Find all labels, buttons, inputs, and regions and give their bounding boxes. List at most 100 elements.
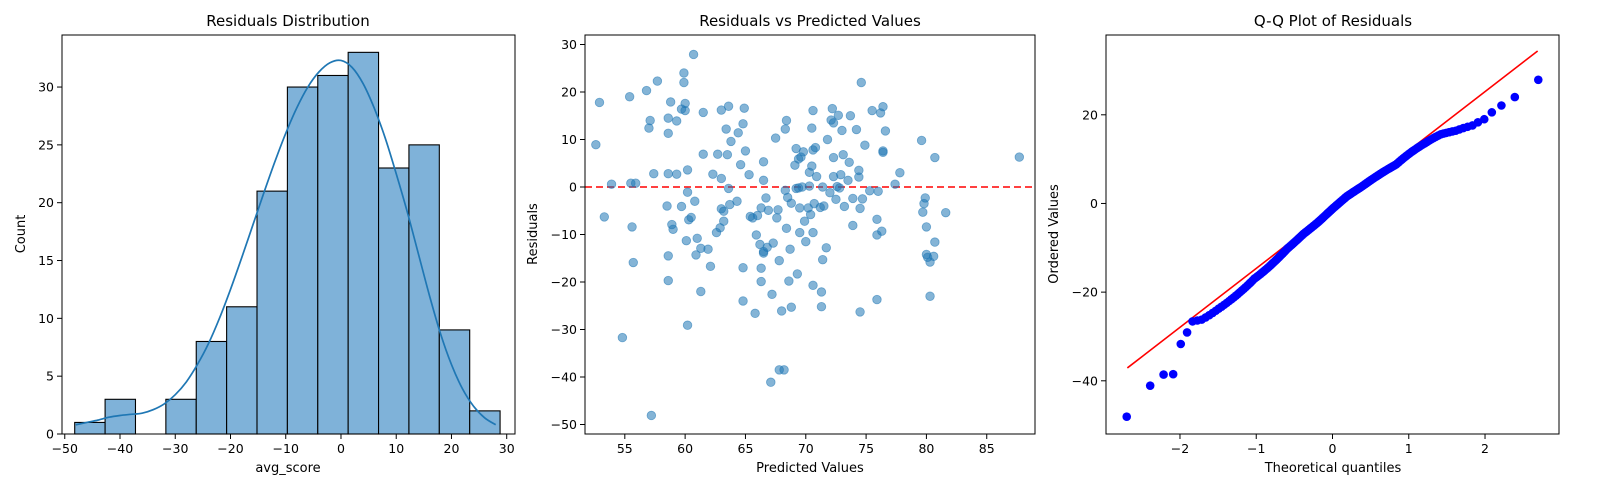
residual-point [606,179,617,189]
qq-point [1487,108,1497,117]
residual-point [854,165,864,176]
residuals-ytick-label: 10 [561,132,577,147]
residual-point [795,227,805,238]
residual-point [873,186,883,196]
residual-point [872,214,882,225]
residual-point [719,216,729,226]
qq-ytick-label: 20 [1082,107,1098,122]
qq-point [1510,92,1520,102]
residual-point [890,179,900,189]
histogram-bar [286,86,319,435]
histogram-bar [256,190,288,435]
residual-point [696,286,706,297]
residual-point [821,243,831,253]
qq-panel: Q-Q Plot of Residuals −2 −1 0 1 2 −40 −20 0 20 T… [1047,12,1560,476]
histogram-bar [226,306,258,435]
residual-point [930,152,940,163]
residual-point [839,201,850,212]
histogram-xtick-label: −40 [107,441,133,456]
residual-points [591,49,1025,421]
residual-point [878,147,888,158]
residual-point [688,49,699,60]
residual-point [758,175,769,186]
residual-point [646,410,657,421]
kde-curve [75,59,497,426]
residual-point [781,223,792,234]
residual-point [848,193,858,204]
residual-point [663,251,673,261]
residual-point [828,118,839,128]
residual-point [786,302,797,312]
residual-point [776,306,787,316]
residual-point [867,105,877,116]
histogram-bar [469,410,501,435]
residual-point [808,280,818,291]
residual-point [1014,152,1025,162]
residual-point [807,123,817,133]
residuals-xtick-label: 55 [617,441,633,456]
residual-point [752,210,763,221]
residual-point [773,205,783,215]
residuals-xtick-label: 65 [738,441,754,456]
residual-point [770,133,781,143]
residual-point [799,216,810,226]
histogram-xtick-label: −30 [162,441,188,456]
residual-point [649,168,659,179]
qq-point [1145,381,1155,390]
histogram-xtick-label: −10 [273,441,299,456]
residual-point [671,169,682,179]
residual-point [767,289,777,300]
residual-point [744,169,754,180]
residual-point [692,233,702,244]
histogram-xlabel: avg_score [255,461,320,476]
histogram-xtick-label: 20 [444,441,460,456]
residual-point [920,193,930,203]
residual-point [682,165,693,175]
qq-ytick-label: −20 [1072,285,1098,300]
residuals-ytick-label: 0 [569,180,577,195]
qq-title: Q-Q Plot of Residuals [1254,12,1412,30]
histogram-ytick-label: 5 [46,369,54,384]
qq-point [1168,369,1178,379]
residual-point [766,377,776,387]
residual-point [698,107,708,118]
residual-point [880,126,891,136]
residual-point [810,142,821,153]
residual-point [719,206,729,216]
histogram-bar [317,74,349,435]
residual-point [785,244,795,254]
residual-point [738,119,748,129]
residual-point [817,182,828,192]
histogram-ytick-label: 25 [38,137,54,152]
residual-point [705,261,716,272]
residuals-xtick-label: 80 [918,441,934,456]
residuals-xtick-label: 70 [798,441,814,456]
residual-point [860,140,870,150]
residual-point [679,68,689,78]
residual-point [811,171,822,182]
residual-point [808,105,818,116]
qq-point [1497,101,1506,110]
residuals-panel: Residuals vs Predicted Values 55 60 65 70 75… [526,12,1036,476]
qq-ytick-label: 0 [1090,196,1098,211]
residual-point [855,203,865,214]
residual-point [816,287,827,297]
histogram-axes-frame [61,34,516,435]
residuals-ytick-label: −50 [551,417,577,432]
histogram-bar [165,398,197,435]
residual-point [772,213,782,223]
residual-point [756,276,766,287]
qq-point [1122,412,1132,422]
qq-point [1176,339,1186,349]
residual-point [834,183,845,193]
qq-points [1122,75,1543,422]
residual-point [645,115,655,126]
residual-point [819,201,829,211]
histogram-bar [408,144,440,435]
residual-point [708,169,718,179]
residual-point [750,308,760,319]
residual-point [662,201,672,211]
residuals-ticks: 55 60 65 70 75 80 85 −50 −40 −30 −20 −10 0 10 20 30 [551,37,995,456]
residual-point [918,207,928,217]
